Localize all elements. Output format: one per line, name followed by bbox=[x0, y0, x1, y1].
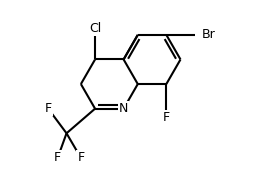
Text: Br: Br bbox=[201, 28, 215, 41]
Text: F: F bbox=[45, 102, 52, 115]
Text: Cl: Cl bbox=[89, 23, 101, 35]
Text: F: F bbox=[54, 151, 61, 164]
Text: F: F bbox=[77, 151, 85, 164]
Text: N: N bbox=[119, 102, 128, 115]
Text: F: F bbox=[163, 111, 170, 124]
